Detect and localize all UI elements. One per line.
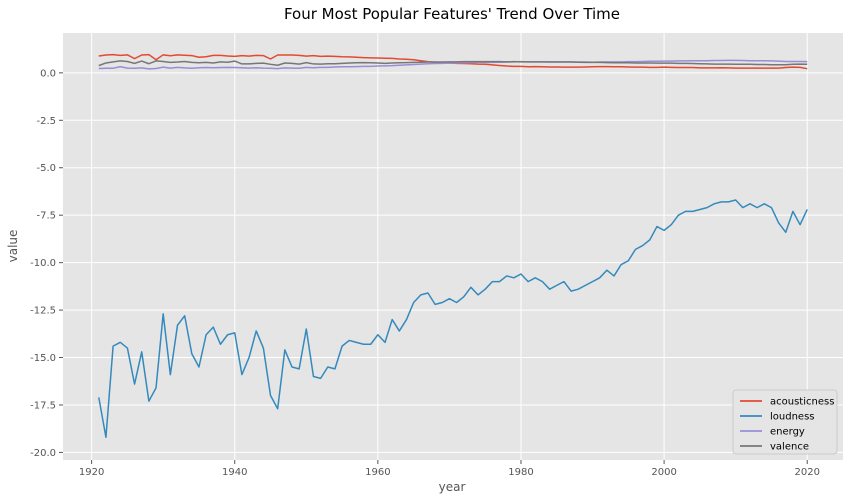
x-tick-label: 1940 [222,467,247,478]
y-tick-label: 0.0 [40,68,56,79]
legend-box [732,389,838,455]
legend-label-acousticness: acousticness [770,397,834,408]
legend-label-valence: valence [770,442,809,453]
series-lines [98,53,808,438]
y-tick-label: -12.5 [30,306,56,317]
series-line-loudness [98,199,808,438]
y-tick-label: -2.5 [36,116,56,127]
y-tick-label: -15.0 [30,353,56,364]
axis-ticks: 1920 1940 1960 1980 2000 2020 0.0 -2.5 -5.0 -7.5 -… [30,68,820,478]
legend-label-energy: energy [770,427,805,438]
x-axis-label: year [439,480,466,494]
chart-title: Four Most Popular Features' Trend Over T… [284,5,620,23]
x-tick-label: 1920 [79,467,104,478]
series-line-valence [98,60,808,67]
y-tick-label: -7.5 [36,211,56,222]
y-axis-label: value [6,230,20,263]
legend-label-loudness: loudness [770,412,815,423]
grid-lines [63,33,843,460]
plot-area [63,33,843,460]
x-tick-label: 1980 [508,467,533,478]
x-tick-label: 2020 [794,467,819,478]
y-tick-label: -20.0 [30,448,56,459]
y-tick-label: -10.0 [30,258,56,269]
legend: acousticness loudness energy valence [732,389,838,455]
y-tick-label: -5.0 [36,163,56,174]
x-tick-label: 2000 [651,467,676,478]
series-line-energy [98,59,808,70]
y-tick-label: -17.5 [30,400,56,411]
x-tick-label: 1960 [365,467,390,478]
